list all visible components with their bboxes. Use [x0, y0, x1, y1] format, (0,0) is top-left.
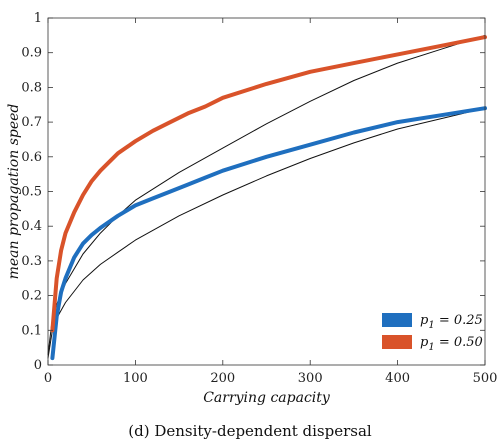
y-tick-label: 0.5	[21, 185, 42, 200]
figure-caption: (d) Density-dependent dispersal	[128, 422, 372, 440]
legend-p-symbol: p	[420, 313, 429, 328]
y-tick-label: 0.3	[21, 254, 42, 269]
x-tick-label: 500	[473, 371, 498, 386]
legend: p1 = 0.25 p1 = 0.50	[382, 313, 483, 353]
legend-value: = 0.25	[435, 313, 483, 328]
legend-label-p1-050: p1 = 0.50	[420, 335, 483, 353]
y-axis-title: mean propagation speed	[6, 104, 22, 280]
y-tick-label: 0.6	[21, 150, 42, 165]
x-tick-label: 0	[44, 371, 52, 386]
x-axis-title: Carrying capacity	[203, 390, 331, 406]
y-tick-label: 0.8	[21, 80, 42, 95]
x-tick-label: 100	[123, 371, 148, 386]
legend-p-symbol: p	[420, 335, 429, 350]
y-tick-label: 0.4	[21, 219, 42, 234]
legend-subscript: 1	[428, 342, 434, 353]
legend-subscript: 1	[428, 320, 434, 331]
y-tick-label: 0	[34, 358, 42, 373]
x-tick-label: 400	[385, 371, 410, 386]
series-line-0	[50, 106, 487, 361]
y-tick-label: 1	[34, 11, 42, 26]
x-tick-label: 300	[298, 371, 323, 386]
y-tick-label: 0.1	[21, 323, 42, 338]
series-line-1	[50, 35, 487, 333]
y-tick-label: 0.9	[21, 46, 42, 61]
legend-label-p1-025: p1 = 0.25	[420, 313, 483, 331]
legend-value: = 0.50	[435, 335, 483, 350]
theory-curve-line	[47, 107, 486, 359]
y-tick-label: 0.7	[21, 115, 42, 130]
legend-swatch-p1-050	[382, 335, 412, 349]
legend-swatch-p1-025	[382, 313, 412, 327]
y-tick-label: 0.2	[21, 289, 42, 304]
x-tick-label: 200	[210, 371, 235, 386]
lines-layer	[47, 34, 487, 361]
ticks-layer: 0 100 200 300 400 500 0 0.1 0.2 0.3 0.4 0.5 0.6 0.7 0.…	[21, 11, 497, 386]
